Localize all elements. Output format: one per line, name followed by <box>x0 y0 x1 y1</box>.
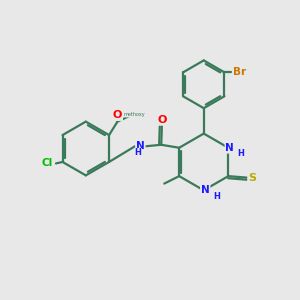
Text: N: N <box>136 141 145 151</box>
Text: S: S <box>248 172 256 183</box>
Text: N: N <box>225 143 234 153</box>
Text: methoxy: methoxy <box>123 112 145 117</box>
Text: Cl: Cl <box>41 158 52 168</box>
Text: O: O <box>157 115 167 125</box>
Text: O: O <box>113 110 122 120</box>
Text: H: H <box>134 148 141 157</box>
Text: H: H <box>237 148 244 158</box>
Text: Br: Br <box>233 68 247 77</box>
Text: N: N <box>201 185 210 195</box>
Text: H: H <box>213 192 220 201</box>
